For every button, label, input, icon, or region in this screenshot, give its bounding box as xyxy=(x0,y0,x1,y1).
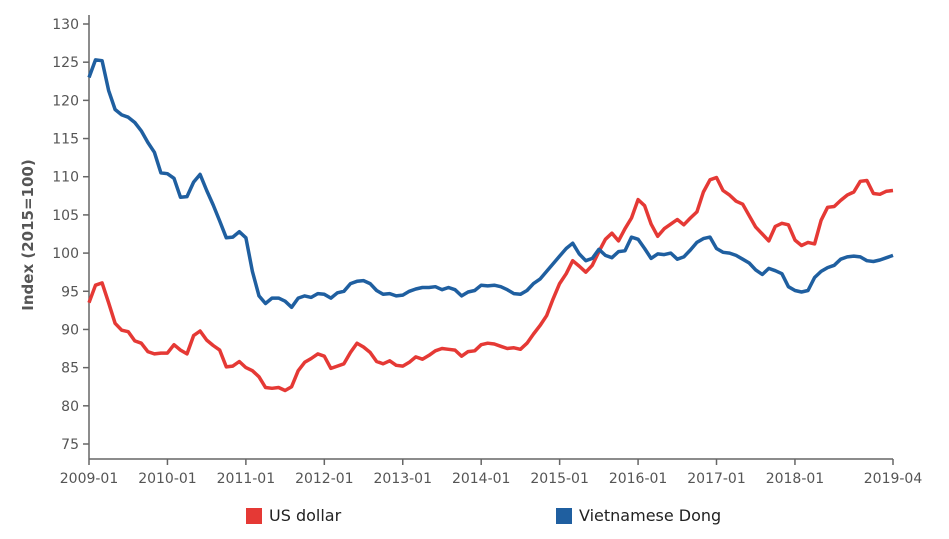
y-tick-label: 90 xyxy=(61,322,79,338)
y-tick-label: 130 xyxy=(52,17,79,33)
x-tick-label: 2016-01 xyxy=(609,471,668,487)
legend-label: US dollar xyxy=(269,506,342,525)
us-dollar-swatch xyxy=(246,507,262,524)
y-axis: 75 80 85 90 95 100 105 110 115 120 125 130 xyxy=(52,15,90,459)
y-tick-label: 115 xyxy=(52,132,79,148)
x-tick-label: 2009-01 xyxy=(60,471,119,487)
x-axis: 2009-01 2010-01 2011-01 2012-01 2013-01 2014-… xyxy=(60,458,923,487)
x-tick-label: 2013-01 xyxy=(374,471,433,487)
x-tick-label: 2017-01 xyxy=(687,471,746,487)
y-tick-label: 125 xyxy=(52,55,79,71)
x-tick-label: 2015-01 xyxy=(530,471,589,487)
y-tick-label: 120 xyxy=(52,93,79,109)
x-tick-label: 2010-01 xyxy=(138,471,197,487)
y-tick-label: 105 xyxy=(52,208,79,224)
series-line-vietnamese-dong xyxy=(87,58,894,310)
y-tick-label: 80 xyxy=(61,399,79,415)
series-lines xyxy=(87,58,894,393)
series-line-us-dollar xyxy=(87,175,894,393)
y-tick-label: 100 xyxy=(52,246,79,262)
legend-label: Vietnamese Dong xyxy=(579,506,722,525)
x-tick-label: 2014-01 xyxy=(452,471,511,487)
y-tick-label: 110 xyxy=(52,170,79,186)
x-tick-label: 2011-01 xyxy=(217,471,276,487)
legend-item-vietnamese-dong[interactable]: Vietnamese Dong xyxy=(556,506,721,525)
x-tick-label: 2018-01 xyxy=(766,471,825,487)
x-tick-label: 2019-04 xyxy=(864,471,923,487)
x-tick-label: 2012-01 xyxy=(295,471,354,487)
y-tick-label: 95 xyxy=(61,284,79,300)
y-tick-label: 75 xyxy=(61,437,79,453)
y-axis-title: Index (2015=100) xyxy=(19,159,37,310)
y-tick-label: 85 xyxy=(61,361,79,377)
vietnamese-dong-swatch xyxy=(556,507,572,524)
legend-item-us-dollar[interactable]: US dollar xyxy=(246,506,341,525)
